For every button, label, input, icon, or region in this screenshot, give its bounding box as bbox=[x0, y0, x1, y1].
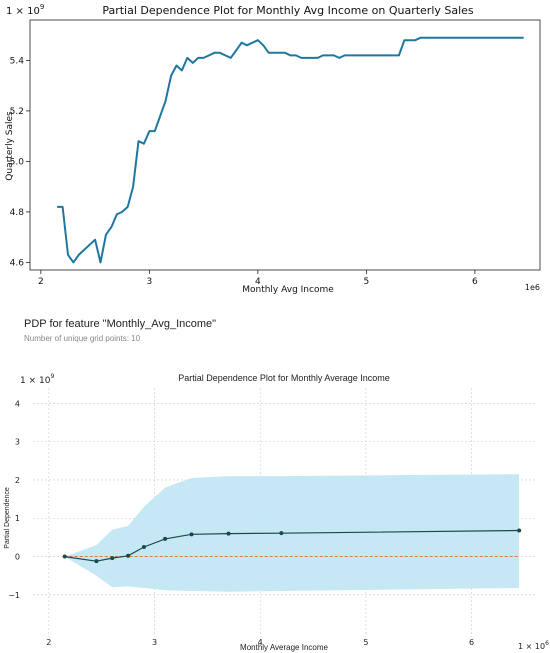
chart1-y-tick-label: 4.8 bbox=[10, 208, 25, 218]
chart2-xlabel: Monthly Average Income bbox=[240, 643, 328, 652]
chart2-x-tick-label: 5 bbox=[363, 638, 368, 647]
chart1-y-tick-label: 4.6 bbox=[10, 258, 25, 268]
pdp2-subheading: Number of unique grid points: 10 bbox=[24, 334, 141, 343]
chart2-data-point bbox=[126, 553, 131, 558]
pdp2-heading: PDP for feature "Monthly_Avg_Income" bbox=[24, 318, 217, 330]
chart1-x-tick-label: 6 bbox=[472, 277, 478, 287]
chart1-x-tick-label: 5 bbox=[364, 277, 370, 287]
chart1-y-tick-label: 5.4 bbox=[10, 56, 25, 66]
chart2-y-tick-label: −1 bbox=[8, 591, 20, 600]
chart2-y-tick-label: 2 bbox=[15, 476, 20, 485]
chart2-data-point bbox=[279, 531, 284, 536]
chart2-data-point bbox=[141, 544, 146, 549]
chart1-title: Partial Dependence Plot for Monthly Avg … bbox=[102, 4, 474, 17]
chart2-data-point bbox=[94, 559, 99, 564]
chart2-y-multiplier: 1 × 109 bbox=[20, 373, 54, 386]
chart1-frame bbox=[29, 19, 541, 271]
chart2-ylabel: Partial Dependence bbox=[4, 487, 11, 549]
chart1-y-tick-label: 5.0 bbox=[10, 157, 25, 167]
chart2-data-point bbox=[62, 554, 67, 559]
chart1-x-tick-label: 4 bbox=[255, 277, 261, 287]
chart2-y-tick-label: 0 bbox=[15, 553, 20, 562]
chart2-y-tick-label: 1 bbox=[15, 514, 20, 523]
chart2-y-tick-label: 4 bbox=[15, 399, 20, 408]
chart1-xlabel: Monthly Avg Income bbox=[242, 285, 334, 295]
chart2-data-point bbox=[226, 531, 231, 536]
chart2-x-multiplier: 1 × 106 bbox=[518, 640, 549, 651]
chart-1: Partial Dependence Plot for Monthly Avg … bbox=[5, 3, 541, 295]
chart1-x-tick-label: 2 bbox=[38, 277, 44, 287]
chart1-ylabel: Quarterly Sales bbox=[5, 111, 15, 181]
chart2-series-line bbox=[64, 529, 520, 562]
chart2-data-point bbox=[163, 536, 168, 541]
chart2-data-point bbox=[189, 532, 194, 537]
chart2-title: Partial Dependence Plot for Monthly Aver… bbox=[178, 373, 389, 383]
chart1-y-multiplier: 1 × 109 bbox=[6, 3, 44, 17]
chart1-y-tick-label: 5.2 bbox=[10, 107, 24, 117]
chart2-x-tick-label: 3 bbox=[152, 638, 157, 647]
chart1-x-tick-label: 3 bbox=[146, 277, 152, 287]
chart1-series-line bbox=[57, 36, 524, 264]
chart2-data-point bbox=[110, 556, 115, 561]
chart2-x-tick-label: 4 bbox=[258, 638, 263, 647]
chart-2: Partial Dependence Plot for Monthly Aver… bbox=[4, 373, 549, 652]
chart2-x-tick-label: 6 bbox=[469, 638, 474, 647]
chart2-x-tick-label: 2 bbox=[46, 638, 51, 647]
chart1-x-multiplier: 1e6 bbox=[525, 283, 540, 292]
chart2-y-tick-label: 3 bbox=[15, 438, 20, 447]
chart2-data-point bbox=[517, 528, 522, 533]
